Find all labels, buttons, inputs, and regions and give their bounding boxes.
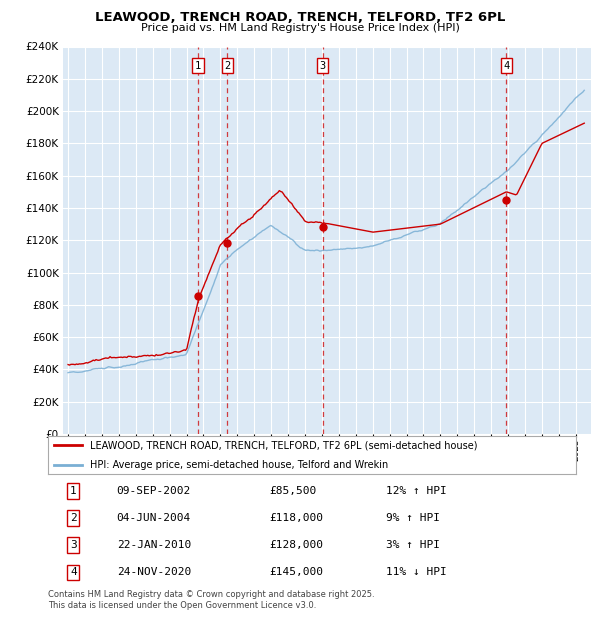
Text: Contains HM Land Registry data © Crown copyright and database right 2025.
This d: Contains HM Land Registry data © Crown c… xyxy=(48,590,374,609)
Text: 9% ↑ HPI: 9% ↑ HPI xyxy=(386,513,440,523)
Text: 3: 3 xyxy=(320,61,326,71)
Text: 1: 1 xyxy=(195,61,202,71)
Text: 12% ↑ HPI: 12% ↑ HPI xyxy=(386,486,446,496)
Text: 3% ↑ HPI: 3% ↑ HPI xyxy=(386,540,440,550)
Text: £118,000: £118,000 xyxy=(270,513,324,523)
Text: 4: 4 xyxy=(503,61,509,71)
Text: 11% ↓ HPI: 11% ↓ HPI xyxy=(386,567,446,577)
Text: 3: 3 xyxy=(70,540,77,550)
Text: 2: 2 xyxy=(224,61,230,71)
Text: 22-JAN-2010: 22-JAN-2010 xyxy=(116,540,191,550)
Text: LEAWOOD, TRENCH ROAD, TRENCH, TELFORD, TF2 6PL (semi-detached house): LEAWOOD, TRENCH ROAD, TRENCH, TELFORD, T… xyxy=(90,440,478,451)
Text: Price paid vs. HM Land Registry's House Price Index (HPI): Price paid vs. HM Land Registry's House … xyxy=(140,23,460,33)
Text: 2: 2 xyxy=(70,513,77,523)
Text: HPI: Average price, semi-detached house, Telford and Wrekin: HPI: Average price, semi-detached house,… xyxy=(90,459,388,470)
Text: LEAWOOD, TRENCH ROAD, TRENCH, TELFORD, TF2 6PL: LEAWOOD, TRENCH ROAD, TRENCH, TELFORD, T… xyxy=(95,11,505,24)
Text: 1: 1 xyxy=(70,486,77,496)
Text: 04-JUN-2004: 04-JUN-2004 xyxy=(116,513,191,523)
Text: £145,000: £145,000 xyxy=(270,567,324,577)
Text: 24-NOV-2020: 24-NOV-2020 xyxy=(116,567,191,577)
Text: 09-SEP-2002: 09-SEP-2002 xyxy=(116,486,191,496)
Text: 4: 4 xyxy=(70,567,77,577)
Text: £128,000: £128,000 xyxy=(270,540,324,550)
Text: £85,500: £85,500 xyxy=(270,486,317,496)
